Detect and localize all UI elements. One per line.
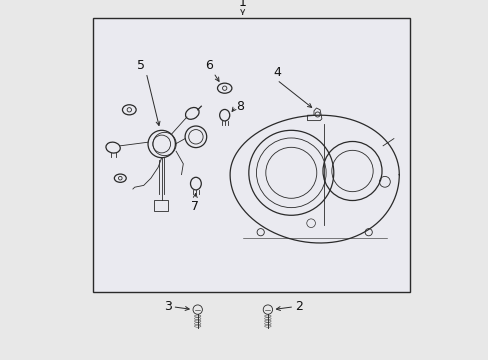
Bar: [93, 18, 409, 292]
Text: 5: 5: [137, 59, 145, 72]
Text: 7: 7: [191, 200, 199, 213]
Text: 2: 2: [294, 300, 302, 313]
Text: 8: 8: [236, 100, 244, 113]
Text: 1: 1: [238, 0, 246, 9]
Text: 4: 4: [272, 66, 280, 79]
Text: 6: 6: [204, 59, 212, 72]
Bar: [154, 200, 168, 211]
Text: 3: 3: [163, 300, 171, 313]
